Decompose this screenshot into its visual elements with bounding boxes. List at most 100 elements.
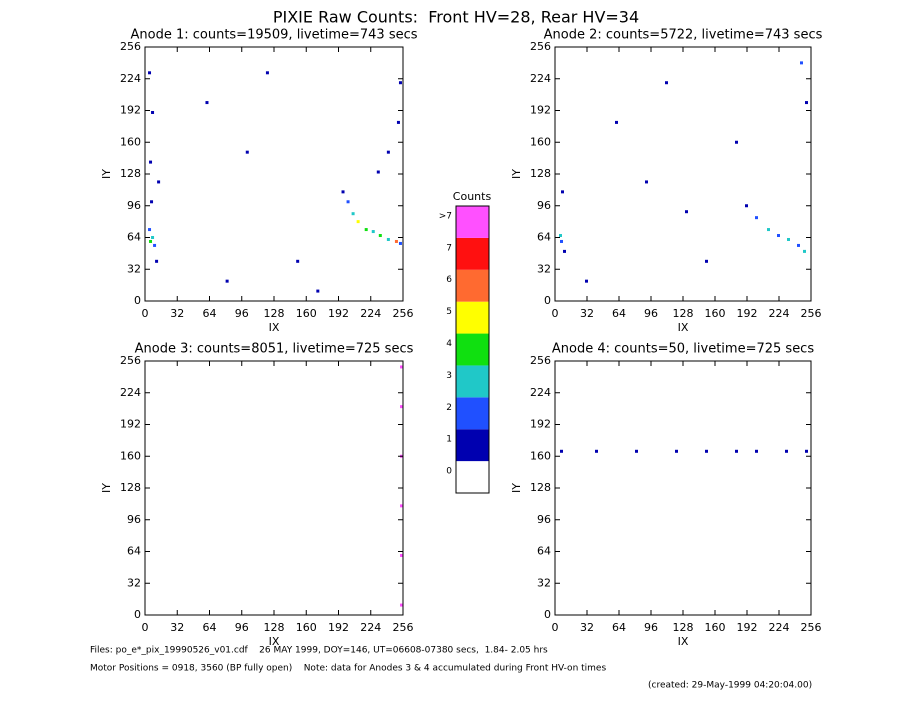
x-tick-label: 96: [235, 307, 249, 320]
count-cell: [735, 449, 738, 453]
colorbar-label: 0: [446, 467, 452, 477]
count-cell: [563, 249, 566, 253]
x-tick-label: 128: [264, 307, 285, 320]
plot-frame: [144, 46, 404, 302]
colorbar-label: 6: [446, 275, 452, 285]
y-tick-label: 192: [120, 418, 141, 431]
y-tick-label: 192: [120, 104, 141, 117]
colorbar-label: 5: [446, 307, 452, 317]
count-cell: [296, 259, 300, 263]
count-cell: [400, 504, 403, 508]
y-tick-label: 96: [537, 199, 551, 212]
colorbar-swatch: [456, 237, 489, 270]
y-tick-label: 160: [530, 449, 551, 462]
x-tick-label: 256: [801, 621, 822, 634]
count-cell: [371, 230, 375, 234]
y-tick-label: 32: [537, 262, 551, 275]
colorbar-swatch: [456, 397, 489, 430]
y-tick-label: 256: [120, 40, 141, 53]
x-tick-label: 160: [705, 621, 726, 634]
x-tick-label: 96: [235, 621, 249, 634]
count-cell: [787, 237, 790, 241]
count-cell: [150, 200, 154, 204]
colorbar-label: 7: [446, 243, 452, 253]
y-tick-label: 224: [530, 72, 551, 85]
count-cell: [400, 553, 403, 557]
x-axis-label: IX: [269, 321, 280, 334]
y-tick-label: 32: [537, 576, 551, 589]
count-cell: [157, 180, 161, 184]
count-cell: [400, 365, 403, 369]
count-cell: [705, 449, 708, 453]
y-tick-label: 32: [127, 262, 141, 275]
plot-frame: [554, 46, 812, 302]
count-cell: [755, 216, 758, 220]
count-cell: [615, 120, 618, 124]
y-tick-label: 64: [537, 231, 551, 244]
y-tick-label: 160: [530, 135, 551, 148]
x-tick-label: 0: [552, 307, 559, 320]
x-tick-label: 192: [328, 621, 349, 634]
x-tick-label: 224: [360, 307, 381, 320]
y-tick-label: 192: [530, 418, 551, 431]
count-cell: [797, 243, 800, 247]
x-tick-label: 32: [580, 307, 594, 320]
x-tick-label: 256: [393, 621, 414, 634]
count-cell: [149, 239, 153, 243]
count-cell: [685, 210, 688, 214]
count-cell: [561, 190, 564, 194]
panel-title: Anode 2: counts=5722, livetime=743 secs: [544, 28, 823, 43]
count-cell: [148, 228, 152, 232]
x-tick-label: 224: [360, 621, 381, 634]
page-title: PIXIE Raw Counts: Front HV=28, Rear HV=3…: [273, 8, 639, 27]
y-tick-label: 0: [134, 608, 141, 621]
colorbar-swatch: [456, 429, 489, 462]
x-tick-label: 64: [203, 621, 217, 634]
x-tick-label: 192: [328, 307, 349, 320]
y-axis-label: IY: [510, 169, 523, 179]
colorbar-label: >7: [439, 211, 452, 221]
colorbar-swatch: [456, 269, 489, 302]
x-tick-label: 32: [580, 621, 594, 634]
y-tick-label: 64: [127, 231, 141, 244]
x-tick-label: 96: [644, 621, 658, 634]
x-tick-label: 256: [801, 307, 822, 320]
count-cell: [560, 449, 563, 453]
count-cell: [386, 150, 390, 154]
x-tick-label: 0: [552, 621, 559, 634]
colorbar-label: 1: [446, 435, 452, 445]
x-tick-label: 64: [612, 307, 626, 320]
y-tick-label: 128: [120, 481, 141, 494]
count-cell: [735, 140, 738, 144]
count-cell: [386, 237, 390, 241]
count-cell: [346, 200, 350, 204]
count-cell: [398, 241, 402, 245]
count-cell: [394, 239, 398, 243]
x-axis-label: IX: [678, 321, 689, 334]
count-cell: [265, 71, 269, 75]
count-cell: [378, 234, 382, 238]
x-axis-label: IX: [269, 635, 280, 648]
count-cell: [705, 259, 708, 263]
footer-line: Files: po_e*_pix_19990526_v01.cdf 26 MAY…: [90, 646, 548, 656]
x-tick-label: 0: [142, 621, 149, 634]
count-cell: [364, 228, 368, 232]
count-cell: [225, 279, 229, 283]
footer-line: Motor Positions = 0918, 3560 (BP fully o…: [90, 664, 606, 674]
x-tick-label: 160: [296, 307, 317, 320]
y-tick-label: 128: [120, 167, 141, 180]
plot-frame: [144, 360, 404, 616]
count-cell: [341, 190, 345, 194]
colorbar-title: Counts: [453, 190, 492, 203]
x-tick-label: 224: [769, 307, 790, 320]
count-cell: [755, 449, 758, 453]
x-tick-label: 160: [705, 307, 726, 320]
y-tick-label: 128: [530, 481, 551, 494]
footer-line: (created: 29-May-1999 04:20:04.00): [648, 681, 812, 691]
x-tick-label: 128: [264, 621, 285, 634]
count-cell: [645, 180, 648, 184]
count-cell: [153, 243, 157, 247]
x-tick-label: 192: [737, 307, 758, 320]
count-cell: [745, 204, 748, 208]
